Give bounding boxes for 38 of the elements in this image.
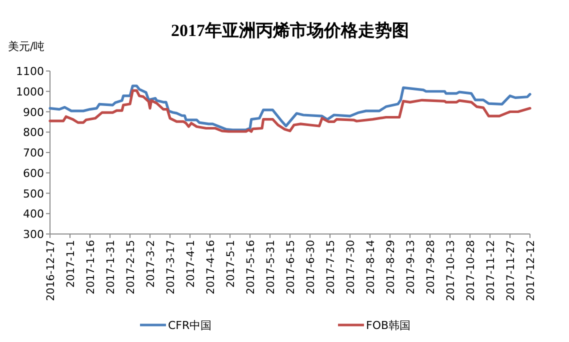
x-tick-label: 2017-10-28 — [465, 240, 477, 302]
x-tick-label: 2017-9-28 — [425, 240, 437, 294]
x-tick-label: 2017-7-30 — [345, 240, 357, 294]
x-tick-label: 2017-1-31 — [105, 240, 117, 294]
x-tick-label: 2017-5-16 — [245, 240, 257, 294]
legend-label: CFR中国 — [168, 319, 212, 332]
y-tick-label: 700 — [23, 146, 44, 160]
y-axis-title: 美元/吨 — [8, 40, 45, 53]
x-tick-label: 2017-7-15 — [325, 240, 337, 294]
x-tick-label: 2017-4-16 — [205, 240, 217, 294]
x-tick-label: 2017-12-12 — [525, 240, 537, 302]
x-tick-label: 2017-11-12 — [485, 240, 497, 302]
x-tick-label: 2017-1-16 — [85, 240, 97, 294]
x-tick-label: 2017-6-15 — [285, 240, 297, 294]
x-tick-label: 2017-3-17 — [165, 240, 177, 294]
chart-title: 2017年亚洲丙烯市场价格走势图 — [171, 21, 409, 40]
x-tick-label: 2017-1-1 — [65, 240, 77, 288]
y-tick-label: 300 — [23, 228, 44, 241]
x-tick-label: 2017-6-30 — [305, 240, 317, 294]
y-tick-label: 400 — [23, 208, 44, 221]
y-tick-label: 500 — [23, 187, 44, 200]
x-tick-label: 2017-9-13 — [405, 240, 417, 294]
x-tick-label: 2017-11-27 — [505, 240, 517, 302]
x-tick-label: 2016-12-17 — [45, 240, 57, 302]
y-tick-label: 600 — [23, 166, 44, 180]
x-tick-label: 2017-10-13 — [445, 240, 457, 302]
x-tick-label: 2017-8-29 — [385, 240, 397, 294]
y-tick-label: 900 — [23, 106, 44, 119]
x-tick-label: 2017-2-15 — [125, 240, 137, 294]
y-tick-label: 800 — [23, 126, 44, 140]
y-tick-label: 1000 — [16, 85, 44, 98]
x-tick-label: 2017-3-2 — [145, 240, 157, 288]
x-tick-label: 2017-5-1 — [225, 240, 237, 288]
x-tick-label: 2017-5-31 — [265, 240, 277, 294]
x-tick-label: 2017-4-1 — [185, 240, 197, 288]
y-tick-label: 1100 — [16, 65, 44, 78]
legend-label: FOB韩国 — [366, 319, 411, 332]
x-tick-label: 2017-8-14 — [365, 240, 377, 294]
